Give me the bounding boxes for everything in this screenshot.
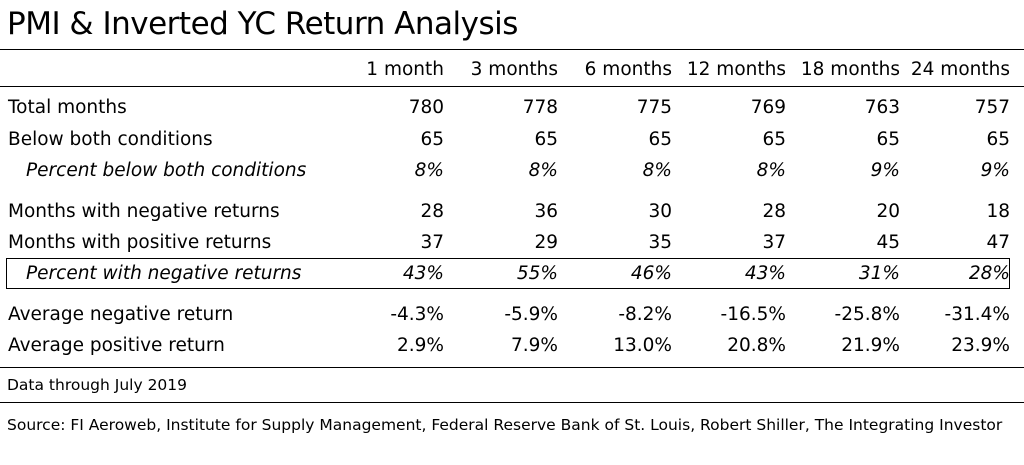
table-cell: 65: [648, 129, 672, 150]
column-header: 18 months: [800, 59, 900, 80]
data-through-note: Data through July 2019: [7, 376, 188, 394]
table-cell: 778: [522, 97, 558, 118]
table-cell: 8%: [756, 160, 786, 181]
table-cell: 2.9%: [397, 335, 444, 356]
table-cell: 769: [750, 97, 786, 118]
table-cell: 780: [408, 97, 444, 118]
column-header: 24 months: [910, 59, 1010, 80]
row-label: Total months: [8, 97, 127, 118]
table-cell: 13.0%: [613, 335, 672, 356]
table-cell: 757: [974, 97, 1010, 118]
page-title: PMI & Inverted YC Return Analysis: [7, 6, 518, 42]
table-cell: 31%: [858, 263, 900, 284]
row-label: Average negative return: [8, 304, 234, 325]
table-cell: 9%: [870, 160, 900, 181]
table-cell: 65: [534, 129, 558, 150]
column-header: 1 month: [366, 59, 444, 80]
table-cell: 55%: [516, 263, 558, 284]
table-cell: 65: [986, 129, 1010, 150]
row-label: Below both conditions: [8, 129, 213, 150]
table-cell: 43%: [402, 263, 444, 284]
table-cell: 7.9%: [511, 335, 558, 356]
table-row: Months with negative returns 28 36 30 28…: [0, 197, 1024, 227]
table-cell: 20: [876, 201, 900, 222]
table-cell: 9%: [980, 160, 1010, 181]
table-cell: 28: [762, 201, 786, 222]
table-cell: -31.4%: [944, 304, 1010, 325]
row-label: Months with positive returns: [8, 232, 272, 253]
table-cell: 21.9%: [841, 335, 900, 356]
row-label: Average positive return: [8, 335, 225, 356]
column-header: 3 months: [470, 59, 558, 80]
table-cell: 47: [986, 232, 1010, 253]
table-cell: 65: [762, 129, 786, 150]
notes-rule: [0, 402, 1024, 403]
table-cell: -25.8%: [834, 304, 900, 325]
table-cell: 18: [986, 201, 1010, 222]
column-header: 12 months: [686, 59, 786, 80]
table-cell: 28%: [968, 263, 1010, 284]
table-cell: 65: [876, 129, 900, 150]
table-cell: 775: [636, 97, 672, 118]
header-rule: [0, 86, 1024, 87]
table-cell: 763: [864, 97, 900, 118]
table-cell: -8.2%: [618, 304, 672, 325]
table-cell: 28: [420, 201, 444, 222]
table-cell: 8%: [528, 160, 558, 181]
table-bottom-rule: [0, 367, 1024, 368]
table-cell: 37: [420, 232, 444, 253]
table-cell: 36: [534, 201, 558, 222]
table-row: Average negative return -4.3% -5.9% -8.2…: [0, 300, 1024, 330]
table-row: Percent with negative returns 43% 55% 46…: [0, 259, 1024, 289]
table-cell: 29: [534, 232, 558, 253]
row-label: Percent below both conditions: [26, 160, 307, 181]
table-row: Months with positive returns 37 29 35 37…: [0, 228, 1024, 258]
table-cell: 46%: [630, 263, 672, 284]
table-cell: 35: [648, 232, 672, 253]
row-label: Percent with negative returns: [26, 263, 302, 284]
table-row: Total months 780 778 775 769 763 757: [0, 93, 1024, 123]
table-cell: 43%: [744, 263, 786, 284]
table-cell: 20.8%: [727, 335, 786, 356]
table-row: Below both conditions 65 65 65 65 65 65: [0, 125, 1024, 155]
row-label: Months with negative returns: [8, 201, 280, 222]
table-row: Percent below both conditions 8% 8% 8% 8…: [0, 156, 1024, 186]
table-row: Average positive return 2.9% 7.9% 13.0% …: [0, 331, 1024, 361]
title-rule: [0, 49, 1024, 50]
table-cell: -16.5%: [720, 304, 786, 325]
column-header: 6 months: [584, 59, 672, 80]
table-cell: 8%: [642, 160, 672, 181]
table-cell: -4.3%: [390, 304, 444, 325]
table-cell: 65: [420, 129, 444, 150]
column-header-row: 1 month 3 months 6 months 12 months 18 m…: [0, 55, 1024, 85]
table-cell: 45: [876, 232, 900, 253]
table-cell: 8%: [414, 160, 444, 181]
source-note: Source: FI Aeroweb, Institute for Supply…: [7, 416, 1003, 434]
table-cell: -5.9%: [504, 304, 558, 325]
table-cell: 37: [762, 232, 786, 253]
highlight-box: [6, 258, 1010, 289]
table-cell: 23.9%: [951, 335, 1010, 356]
table-cell: 30: [648, 201, 672, 222]
